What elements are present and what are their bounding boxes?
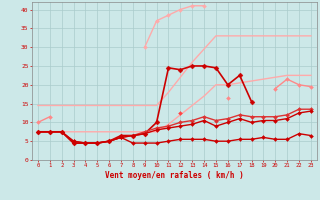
X-axis label: Vent moyen/en rafales ( km/h ): Vent moyen/en rafales ( km/h ) [105,171,244,180]
